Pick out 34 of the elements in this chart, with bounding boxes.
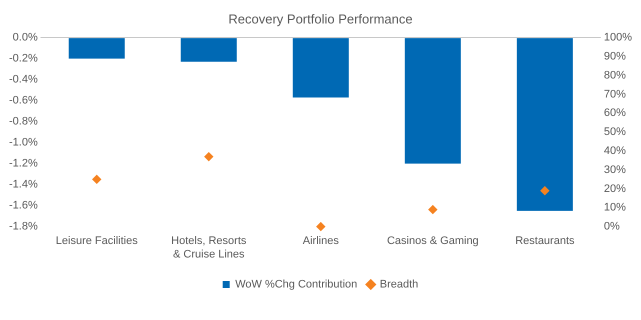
legend-label: Breadth (380, 278, 418, 291)
y-tick-label: -0.6% (8, 94, 38, 107)
y2-tick-label: 30% (604, 164, 626, 176)
point (316, 222, 326, 232)
y-tick-label: -1.4% (8, 178, 38, 191)
y-tick-label: -1.2% (8, 158, 38, 170)
y2-tick-label: 70% (604, 88, 626, 100)
y2-tick-label: 0% (604, 220, 620, 233)
y2-tick-label: 90% (604, 50, 626, 63)
x-tick-label: Airlines (302, 235, 340, 248)
y-tick-label: 0.0% (12, 32, 38, 44)
y-tick-label: -1.8% (8, 220, 38, 233)
y2-tick-label: 50% (604, 126, 626, 138)
y2-tick-label: 60% (604, 107, 626, 120)
point (428, 205, 438, 214)
point (92, 174, 102, 184)
x-tick-label: Restaurants (515, 235, 576, 248)
x-tick-label: Leisure Facilities (56, 235, 138, 248)
y2-tick-label: 20% (604, 182, 626, 195)
legend-label: WoW %Chg Contribution (235, 278, 358, 291)
y2-tick-label: 100% (604, 32, 632, 44)
y-tick-label: -0.8% (8, 116, 38, 128)
x-tick-label: Casinos & Gaming (386, 235, 479, 248)
y-tick-label: -1.6% (8, 200, 38, 212)
chart-title: Recovery Portfolio Performance (228, 11, 413, 26)
y-tick-label: -0.4% (8, 74, 38, 86)
point (204, 152, 214, 162)
y-tick-label: -0.2% (8, 52, 38, 65)
point (540, 186, 550, 196)
y2-tick-label: 10% (604, 202, 626, 214)
y-tick-label: -1.0% (8, 136, 38, 149)
y2-tick-label: 40% (604, 145, 626, 158)
y2-tick-label: 80% (604, 69, 626, 82)
x-tick-label: Hotels, Resorts & Cruise Lines (171, 235, 247, 260)
